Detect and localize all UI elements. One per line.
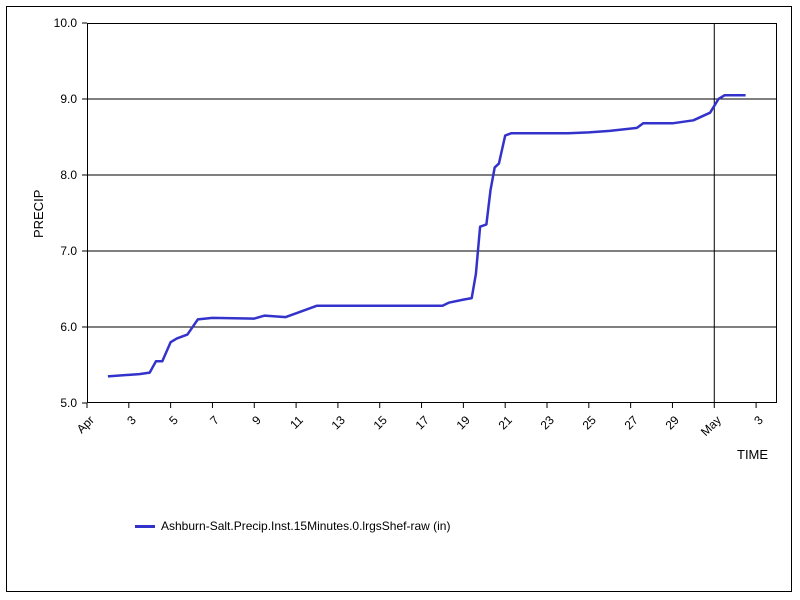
legend: Ashburn-Salt.Precip.Inst.15Minutes.0.lrg… — [135, 519, 450, 533]
legend-label: Ashburn-Salt.Precip.Inst.15Minutes.0.lrg… — [161, 519, 450, 533]
chart-outer-frame: PRECIP TIME 5.06.07.08.09.010.0Apr357911… — [6, 6, 792, 592]
series-line — [7, 7, 793, 593]
legend-swatch — [135, 525, 155, 528]
